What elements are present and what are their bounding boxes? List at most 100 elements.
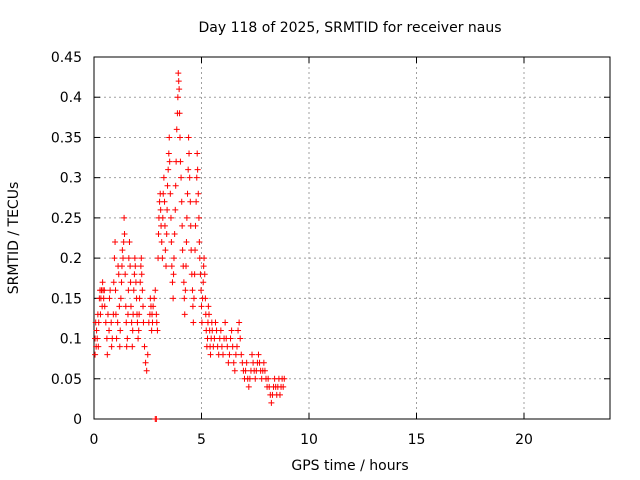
- data-point: [123, 343, 130, 350]
- data-point: [164, 182, 171, 189]
- data-point: [104, 351, 111, 358]
- data-point: [128, 319, 135, 326]
- y-tick-label: 0.1: [60, 332, 82, 348]
- data-point: [249, 351, 256, 358]
- data-point: [119, 247, 126, 254]
- data-point: [137, 279, 144, 286]
- data-point: [144, 351, 151, 358]
- data-point: [276, 391, 283, 398]
- data-point: [117, 327, 124, 334]
- data-point: [171, 230, 178, 237]
- data-point: [281, 375, 288, 382]
- data-point: [178, 198, 185, 205]
- x-tick-label: 0: [90, 432, 99, 448]
- y-tick-label: 0: [73, 412, 82, 428]
- data-point: [124, 335, 131, 342]
- data-point: [195, 190, 202, 197]
- data-point: [155, 230, 162, 237]
- data-point: [93, 327, 100, 334]
- data-point: [172, 182, 179, 189]
- y-tick-label: 0.45: [51, 50, 82, 66]
- data-point: [194, 166, 201, 173]
- data-point: [181, 311, 188, 318]
- data-point: [165, 150, 172, 157]
- data-point: [167, 214, 174, 221]
- data-point: [177, 158, 184, 165]
- data-point: [151, 295, 158, 302]
- data-point: [99, 279, 106, 286]
- data-point: [200, 279, 207, 286]
- plot-frame: [93, 56, 611, 420]
- data-point: [110, 279, 117, 286]
- data-point: [152, 287, 159, 294]
- data-point: [100, 295, 107, 302]
- y-tick-label: 0.25: [51, 211, 82, 227]
- data-point: [120, 239, 127, 246]
- data-point: [136, 295, 143, 302]
- data-point: [118, 279, 125, 286]
- data-point: [101, 287, 108, 294]
- data-point: [113, 335, 120, 342]
- data-point: [150, 303, 157, 310]
- data-point: [127, 303, 134, 310]
- data-point: [131, 255, 138, 262]
- data-point: [140, 319, 147, 326]
- data-point: [232, 351, 239, 358]
- x-tick-label: 10: [300, 432, 318, 448]
- data-point: [202, 295, 209, 302]
- data-point: [237, 335, 244, 342]
- data-point: [166, 134, 173, 141]
- y-tick-label: 0.15: [51, 291, 82, 307]
- data-point: [183, 239, 190, 246]
- data-point: [245, 383, 252, 390]
- data-point: [148, 327, 155, 334]
- data-point: [131, 271, 138, 278]
- data-point: [183, 263, 190, 270]
- data-point: [117, 295, 124, 302]
- data-point: [137, 263, 144, 270]
- data-point: [169, 279, 176, 286]
- data-point: [198, 287, 205, 294]
- data-point: [170, 295, 177, 302]
- data-point: [140, 303, 147, 310]
- data-point: [220, 351, 226, 358]
- data-point: [127, 263, 134, 270]
- data-point: [92, 351, 99, 358]
- data-point: [163, 263, 170, 270]
- data-point: [153, 416, 160, 422]
- data-point: [127, 279, 134, 286]
- data-point: [166, 158, 173, 165]
- data-point: [212, 319, 219, 326]
- data-point: [108, 343, 115, 350]
- data-point: [228, 327, 235, 334]
- data-point: [201, 255, 208, 262]
- data-point: [226, 351, 233, 358]
- data-point: [230, 359, 237, 366]
- data-point: [161, 198, 168, 205]
- data-point: [160, 190, 167, 197]
- data-point: [168, 239, 175, 246]
- y-tick-label: 0.4: [60, 90, 82, 106]
- data-point: [167, 190, 174, 197]
- data-point: [191, 271, 198, 278]
- data-point: [189, 287, 196, 294]
- data-point: [260, 359, 267, 366]
- data-point: [135, 335, 142, 342]
- data-point: [153, 319, 160, 326]
- data-point: [243, 359, 250, 366]
- data-point: [143, 367, 150, 374]
- data-point: [235, 327, 242, 334]
- data-point: [175, 70, 182, 77]
- data-point: [122, 303, 129, 310]
- data-point: [190, 295, 197, 302]
- data-point: [118, 263, 125, 270]
- x-axis-label: GPS time / hours: [291, 458, 408, 474]
- data-point: [122, 271, 129, 278]
- data-point: [141, 343, 148, 350]
- data-point: [125, 255, 132, 262]
- data-point: [94, 335, 101, 342]
- data-point: [194, 150, 201, 157]
- data-point: [227, 335, 234, 342]
- data-point: [174, 94, 181, 101]
- data-point: [170, 255, 177, 262]
